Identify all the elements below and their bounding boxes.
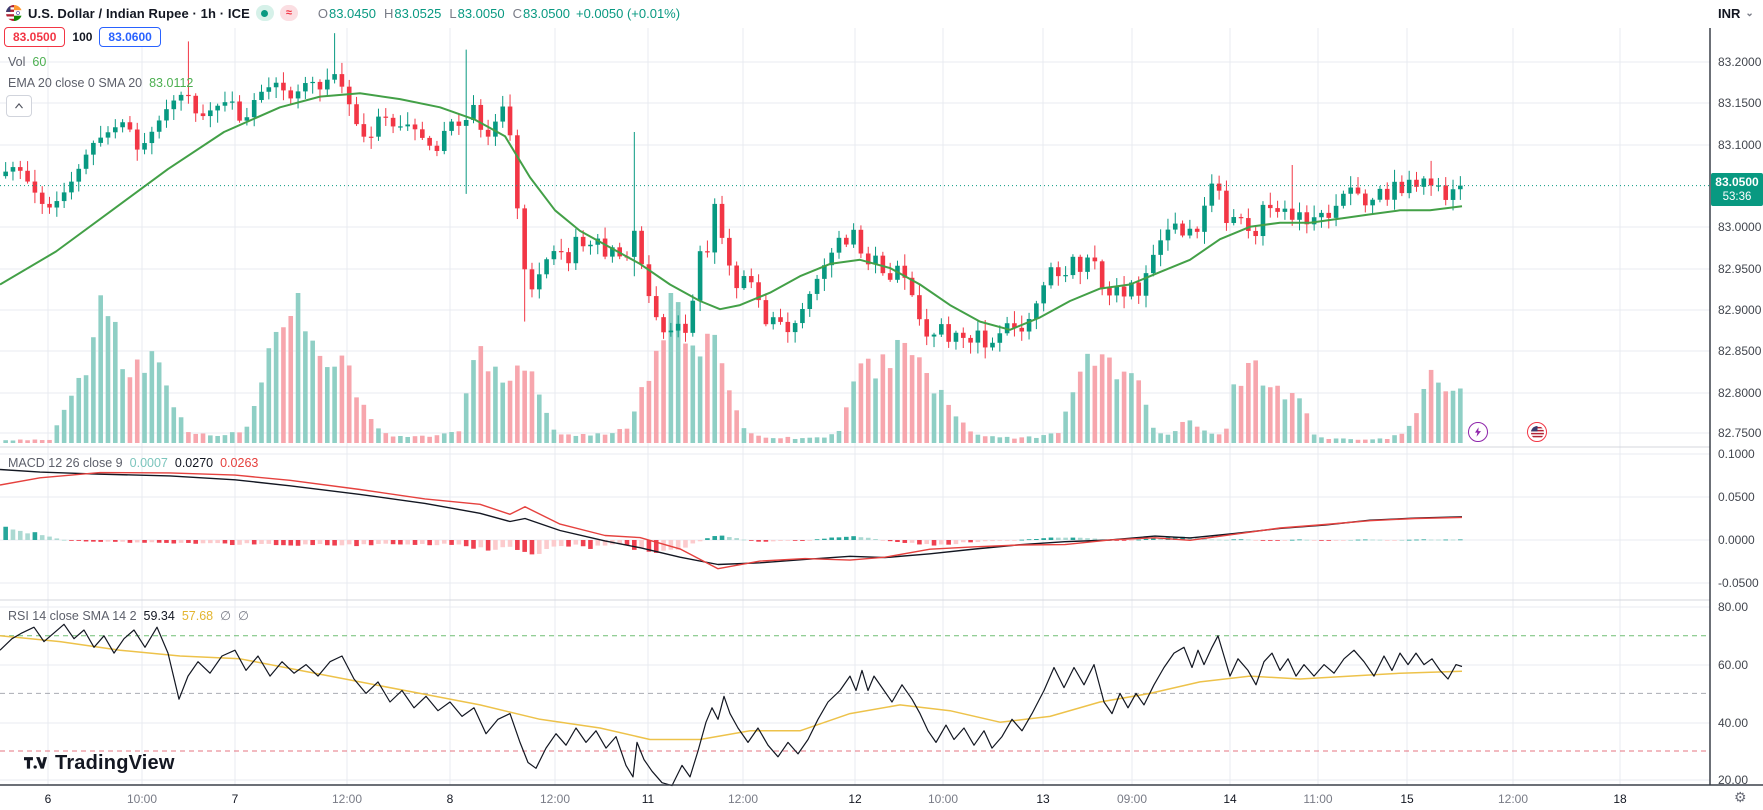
rsi-empty-value-2: ∅ [238,609,249,623]
order-quantity[interactable]: 100 [72,30,93,44]
symbol-pair-flag-icon [6,5,22,21]
currency-selector[interactable]: INR ⌄ [1718,6,1754,21]
axis-tick-label: 0.0500 [1718,490,1755,504]
last-price-value: 83.0500 [1715,174,1759,189]
buy-button[interactable]: 83.0600 [99,27,161,47]
macd-hist-value: 0.0007 [129,456,168,470]
currency-label: INR [1718,6,1741,21]
chart-header: U.S. Dollar / Indian Rupee · 1h · ICE ≈ … [6,5,680,21]
close-value: 83.0500 [522,5,570,21]
rsi-label: RSI 14 close SMA 14 2 [8,608,137,623]
time-tick-label: 10:00 [126,792,158,806]
last-price-label: 83.0500 53:36 [1711,173,1763,206]
volume-value: 60 [32,55,47,69]
axis-tick-label: 0.0000 [1718,533,1755,547]
rsi-value: 59.34 [143,608,175,623]
time-tick-label: 18 [1613,792,1627,806]
axis-tick-label: 40.00 [1718,716,1749,730]
collapse-legend-button[interactable] [6,95,32,117]
axis-tick-label: 82.8500 [1718,344,1762,358]
approx-price-badge[interactable]: ≈ [279,5,298,21]
low-value: 83.0050 [457,5,505,21]
time-tick-label: 09:00 [1116,792,1148,806]
time-tick-label: 12:00 [1497,792,1529,806]
ema-value: 83.0112 [149,76,194,90]
axis-tick-label: 60.00 [1718,658,1749,672]
order-panel: 83.0500 100 83.0600 [4,27,161,47]
tradingview-logo[interactable]: TradingView [24,752,175,775]
open-key: O [317,5,328,21]
market-status-icon[interactable] [255,5,274,21]
time-tick-label: 14 [1223,792,1237,806]
axis-tick-label: 20.00 [1718,773,1749,787]
bar-countdown: 53:36 [1722,190,1752,203]
open-value: 83.0450 [328,5,376,21]
time-tick-label: 7 [231,792,239,806]
time-tick-label: 6 [44,792,52,806]
axis-tick-label: 82.7500 [1718,426,1762,440]
axis-tick-label: 83.1000 [1718,138,1762,152]
close-key: C [512,5,522,21]
time-tick-label: 13 [1036,792,1050,806]
axis-settings-icon[interactable]: ⚙ [1734,789,1747,805]
chevron-up-icon [15,103,23,109]
axis-tick-label: 82.9000 [1718,303,1762,317]
tradingview-logo-icon [24,757,47,769]
time-tick-label: 8 [446,792,454,806]
macd-legend[interactable]: MACD 12 26 close 9 0.0007 0.0270 0.0263 [8,456,258,470]
rsi-sma-value: 57.68 [181,608,214,623]
time-tick-label: 12:00 [727,792,759,806]
high-key: H [383,5,394,21]
time-tick-label: 11:00 [1303,792,1333,806]
axis-tick-label: -0.0500 [1718,576,1759,590]
time-tick-label: 10:00 [927,792,959,806]
axis-tick-label: 82.9500 [1718,262,1762,276]
axis-tick-label: 0.1000 [1718,447,1755,461]
tradingview-logo-text: TradingView [55,752,175,774]
rsi-legend[interactable]: RSI 14 close SMA 14 2 59.34 57.68 ∅ ∅ [8,608,249,624]
time-tick-label: 12 [848,792,862,806]
macd-line-value: 0.0270 [174,456,214,470]
chevron-down-icon: ⌄ [1745,8,1754,19]
macd-signal-value: 0.0263 [220,456,259,470]
axis-tick-label: 83.2000 [1718,55,1762,69]
price-change: +0.0050 (+0.01%) [575,5,681,21]
rsi-empty-value-1: ∅ [220,609,231,623]
ema-legend[interactable]: EMA 20 close 0 SMA 20 83.0112 [8,76,193,90]
axis-tick-label: 83.0000 [1718,220,1762,234]
axis-tick-label: 82.8000 [1718,386,1762,400]
sell-button[interactable]: 83.0500 [4,27,66,47]
ema-label: EMA 20 close 0 SMA 20 [8,76,143,90]
symbol-title[interactable]: U.S. Dollar / Indian Rupee · 1h · ICE [28,5,250,21]
volume-label: Vol [8,55,26,69]
time-tick-label: 12:00 [331,792,363,806]
low-key: L [449,5,457,21]
volume-legend[interactable]: Vol 60 [8,55,46,69]
macd-label: MACD 12 26 close 9 [8,456,123,470]
time-tick-label: 12:00 [539,792,571,806]
us-flag-bubble-icon[interactable] [1527,422,1547,442]
high-value: 83.0525 [394,5,442,21]
ohlc-values: O83.0450 H83.0525 L83.0050 C83.0500 [318,6,570,21]
time-tick-label: 11 [641,792,655,806]
lightning-bubble-icon[interactable] [1468,422,1488,442]
axis-tick-label: 83.1500 [1718,96,1762,110]
time-tick-label: 15 [1400,792,1414,806]
axis-tick-label: 80.00 [1718,600,1749,614]
